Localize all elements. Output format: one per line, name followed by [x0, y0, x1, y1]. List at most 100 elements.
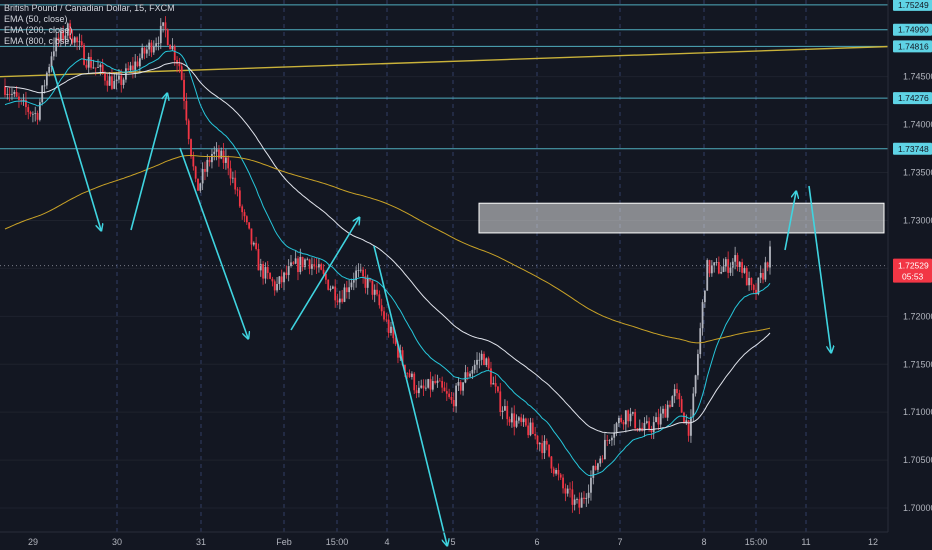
candle-body — [52, 51, 55, 57]
candle-body — [294, 258, 297, 264]
candle-body — [94, 67, 97, 69]
candle-body — [722, 266, 725, 273]
x-tick-label: 31 — [196, 537, 206, 547]
candle-body — [385, 319, 388, 321]
candle-body — [404, 364, 406, 373]
candle-body — [69, 23, 72, 39]
candle-body — [464, 372, 467, 383]
candle-body — [487, 358, 490, 369]
candle-body — [13, 91, 16, 94]
candle-body — [78, 41, 81, 43]
candle-body — [694, 375, 697, 394]
x-tick-label: 15:00 — [326, 537, 349, 547]
y-tick-label: 1.73500 — [903, 168, 932, 178]
candle-body — [306, 259, 309, 261]
candle-body — [178, 63, 181, 67]
candle-body — [548, 444, 551, 457]
candle-body — [322, 269, 325, 274]
candle-body — [164, 22, 167, 30]
candle-body — [348, 287, 351, 293]
candle-body — [194, 166, 197, 179]
candle-body — [685, 420, 688, 424]
candle-body — [22, 99, 25, 101]
candle-body — [508, 419, 511, 423]
candle-body — [411, 373, 413, 378]
candle-body — [629, 413, 632, 422]
analysis-arrow — [808, 185, 831, 352]
candle-body — [510, 413, 513, 423]
candle-body — [206, 159, 209, 172]
candle-body — [231, 177, 234, 179]
candle-body — [311, 264, 313, 269]
candle-body — [143, 47, 146, 54]
candle-body — [729, 267, 732, 273]
candle-body — [131, 65, 134, 70]
candle-body — [441, 381, 444, 388]
candle-body — [66, 23, 69, 36]
candle-body — [304, 259, 306, 268]
candle-body — [148, 42, 151, 50]
candle-body — [615, 423, 618, 433]
candle-body — [401, 350, 404, 365]
candle-body — [424, 387, 427, 389]
candle-body — [643, 422, 646, 431]
candle-body — [341, 298, 344, 302]
candle-body — [59, 30, 62, 41]
ema-50-line — [4, 50, 771, 477]
candle-body — [397, 344, 399, 358]
candle-body — [527, 425, 530, 436]
candle-body — [236, 189, 239, 191]
candle-body — [201, 169, 204, 184]
candle-body — [731, 261, 734, 268]
candle-body — [427, 379, 430, 388]
candle-body — [259, 263, 262, 271]
candle-body — [585, 497, 588, 499]
candle-body — [238, 190, 241, 207]
candle-body — [359, 269, 362, 271]
candle-body — [715, 261, 718, 263]
candle-body — [118, 75, 120, 80]
candle-body — [266, 267, 269, 273]
candle-body — [394, 338, 397, 345]
candle-body — [269, 272, 271, 279]
candle-body — [62, 30, 65, 40]
candle-body — [738, 262, 741, 267]
candle-body — [292, 262, 295, 264]
price-tag — [893, 258, 932, 283]
indicator-ema-200[interactable]: EMA (200, close) — [4, 25, 73, 35]
y-tick-label: 1.71000 — [903, 407, 932, 417]
candle-body — [517, 417, 520, 421]
candle-body — [90, 56, 92, 68]
candle-body — [285, 272, 288, 276]
candle-body — [599, 458, 602, 464]
candle-body — [769, 246, 771, 268]
candle-body — [541, 443, 544, 454]
indicator-ema-50[interactable]: EMA (50, close) — [4, 14, 68, 24]
candle-body — [587, 492, 590, 498]
candle-body — [313, 264, 316, 267]
candle-body — [652, 422, 655, 433]
candle-body — [43, 85, 46, 87]
y-tick-label: 1.71500 — [903, 359, 932, 369]
candle-body — [608, 440, 611, 442]
indicator-ema-800[interactable]: EMA (800, close) — [4, 36, 73, 46]
candle-body — [97, 67, 99, 68]
candle-body — [708, 260, 711, 274]
analysis-arrow — [290, 218, 359, 331]
candle-body — [492, 383, 495, 385]
candle-body — [271, 278, 274, 282]
ema-200-line — [4, 62, 771, 434]
candle-body — [583, 497, 585, 499]
candle-body — [383, 311, 385, 320]
x-tick-label: 30 — [112, 537, 122, 547]
candle-body — [557, 470, 560, 475]
candle-body — [450, 396, 453, 401]
candle-body — [415, 390, 418, 394]
x-tick-label: 5 — [450, 537, 455, 547]
candle-body — [669, 404, 671, 407]
candle-body — [613, 432, 616, 438]
candle-body — [701, 302, 704, 329]
candle-body — [576, 499, 578, 500]
